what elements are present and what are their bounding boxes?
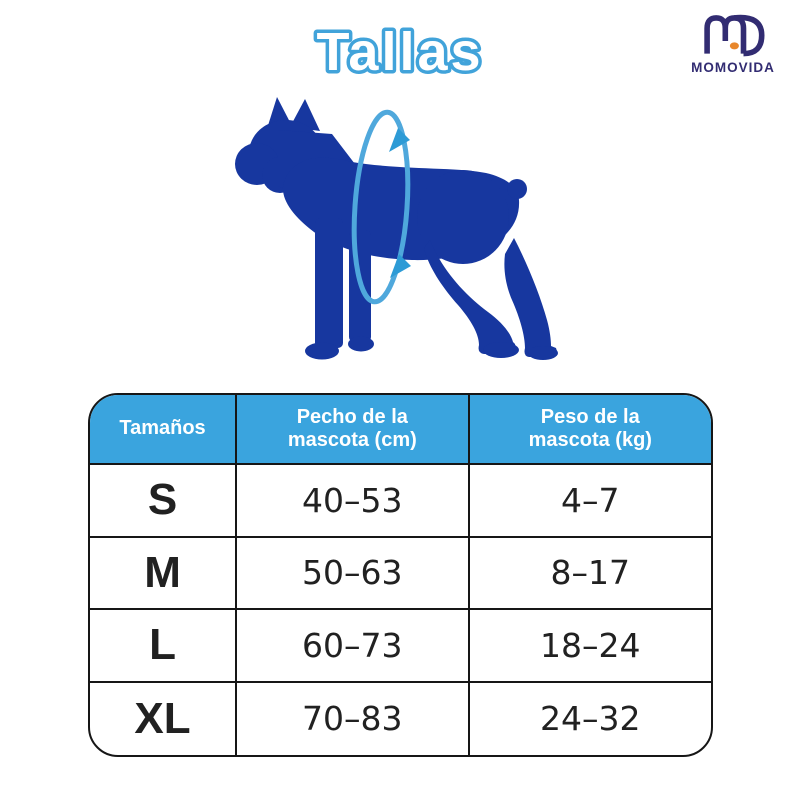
md-monogram-icon bbox=[704, 14, 765, 57]
measure-arrow-top bbox=[389, 128, 410, 152]
dog-front-paw-far bbox=[348, 336, 374, 352]
dog-hind-paw-near bbox=[483, 342, 519, 358]
chest-range-l: 60–73 bbox=[237, 610, 470, 683]
chest-measure-ellipse bbox=[351, 109, 411, 305]
momovida-logo: MOMOVIDA bbox=[674, 6, 792, 75]
measure-arrow-bottom bbox=[390, 254, 411, 278]
logo-orange-dot bbox=[729, 42, 739, 50]
dog-front-leg-near bbox=[315, 218, 343, 348]
weight-range-l: 18–24 bbox=[469, 610, 711, 683]
page-title-art: Tallas bbox=[313, 19, 484, 86]
size-label-m: M bbox=[90, 537, 238, 610]
dog-front-paw-near bbox=[305, 342, 339, 360]
dog-hind-leg-near bbox=[424, 240, 516, 354]
weight-range-s: 4–7 bbox=[469, 465, 711, 538]
size-table: Tamaños Pecho de la mascota (cm) Peso de… bbox=[88, 393, 713, 757]
brand-name: MOMOVIDA bbox=[691, 60, 775, 75]
dog-hind-leg-far bbox=[504, 238, 557, 357]
col-header-sizes: Tamaños bbox=[90, 395, 238, 465]
dog-tail bbox=[507, 179, 527, 199]
dog-hind-paw-far bbox=[528, 346, 558, 360]
dog-hind-thigh bbox=[417, 170, 509, 264]
col-header-weight: Peso de la mascota (kg) bbox=[469, 395, 711, 465]
size-label-s: S bbox=[90, 465, 238, 538]
chest-range-m: 50–63 bbox=[237, 537, 470, 610]
weight-range-xl: 24–32 bbox=[540, 699, 641, 739]
dog-silhouette-illustration bbox=[235, 97, 558, 360]
weight-range-m: 8–17 bbox=[469, 538, 711, 610]
col-header-chest: Pecho de la mascota (cm) bbox=[237, 395, 470, 465]
chest-range-xl: 70–83 bbox=[237, 682, 470, 755]
chest-range-s: 40–53 bbox=[237, 465, 470, 538]
page-title: Tallas bbox=[316, 22, 483, 82]
size-label-l: L bbox=[90, 610, 238, 683]
size-label-xl: XL bbox=[90, 682, 238, 755]
dog-body bbox=[235, 97, 558, 360]
